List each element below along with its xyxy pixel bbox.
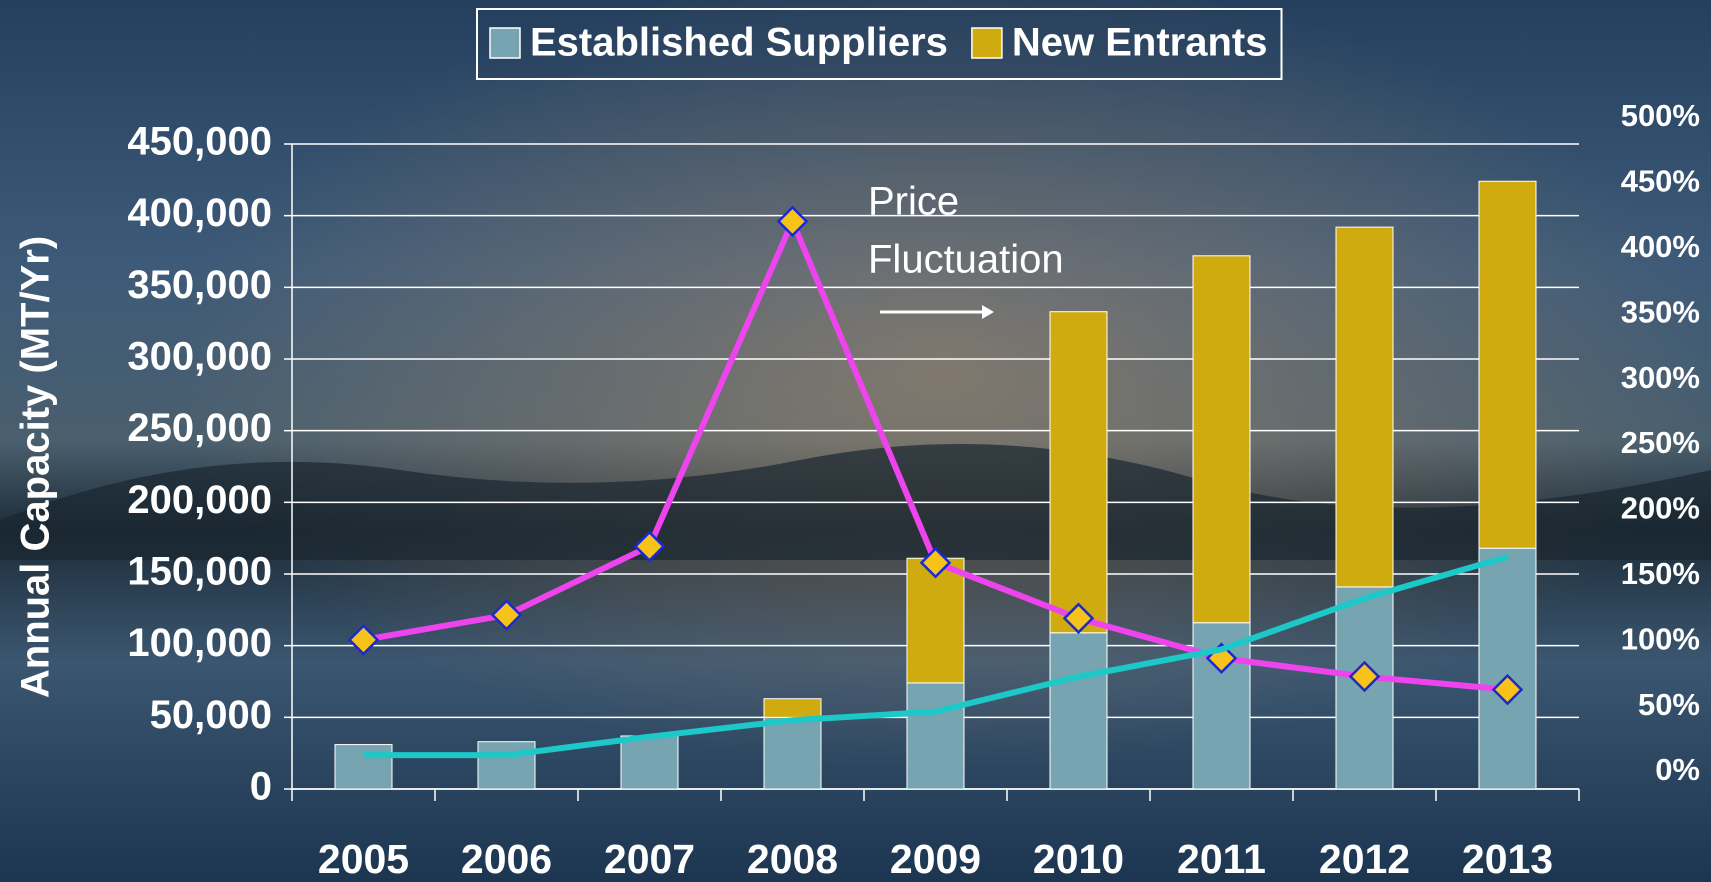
bar [334, 744, 393, 790]
bar [763, 716, 822, 790]
bar [1478, 180, 1537, 549]
y-tick-label: 0 [250, 765, 272, 809]
y-tick-label: 300,000 [127, 335, 272, 379]
marker [776, 205, 809, 238]
y2-tick-label: 500% [1621, 98, 1700, 133]
annotation-line: Fluctuation [868, 238, 1064, 282]
y2-tick-label: 0% [1655, 752, 1700, 787]
x-tick-label: 2007 [604, 836, 695, 882]
x-tick-label: 2009 [890, 836, 981, 882]
y2-tick-label: 350% [1621, 294, 1700, 329]
y2-tick-label: 200% [1621, 491, 1700, 526]
marker [1062, 602, 1095, 635]
y-tick-label: 150,000 [127, 550, 272, 594]
bar [763, 698, 822, 718]
y2-tick-label: 150% [1621, 556, 1700, 591]
legend-swatch [971, 27, 1003, 59]
legend: Established Suppliers New Entrants [476, 8, 1283, 80]
bar [906, 682, 965, 790]
bar [477, 741, 536, 790]
marker [633, 530, 666, 563]
bar [1049, 632, 1108, 790]
legend-box [476, 8, 1283, 80]
bar [906, 557, 965, 684]
marker [1491, 673, 1524, 706]
bar [1049, 311, 1108, 634]
y-tick-label: 350,000 [127, 263, 272, 307]
y2-tick-label: 400% [1621, 229, 1700, 264]
y-tick-label: 250,000 [127, 406, 272, 450]
legend-swatch [489, 27, 521, 59]
y-tick-label: 450,000 [127, 120, 272, 164]
bar [1478, 547, 1537, 790]
y2-tick-label: 300% [1621, 360, 1700, 395]
x-tick-label: 2011 [1177, 836, 1266, 882]
bar [1192, 255, 1251, 624]
y2-tick-label: 250% [1621, 425, 1700, 460]
line [363, 553, 1509, 759]
x-tick-label: 2013 [1462, 836, 1553, 882]
y-axis-title: Annual Capacity (MT/Yr) [14, 236, 58, 698]
marker [347, 624, 380, 656]
legend-label: Established Suppliers [530, 21, 948, 65]
annotation-line: Price [868, 180, 959, 224]
y-tick-label: 400,000 [127, 191, 272, 235]
x-tick-label: 2008 [747, 836, 838, 882]
bar [1335, 226, 1394, 588]
marker [1348, 660, 1381, 693]
marker [919, 546, 952, 579]
y2-tick-label: 100% [1621, 621, 1700, 656]
y2-tick-label: 50% [1638, 687, 1700, 722]
x-tick-label: 2006 [461, 836, 552, 882]
bar [620, 735, 679, 790]
x-tick-label: 2010 [1033, 836, 1124, 882]
legend-label: New Entrants [1012, 21, 1268, 65]
y-tick-label: 100,000 [127, 621, 272, 665]
x-tick-label: 2005 [318, 836, 409, 882]
y2-tick-label: 450% [1621, 164, 1700, 199]
y-tick-label: 50,000 [150, 693, 272, 737]
annotation-arrowhead [982, 305, 994, 319]
y-tick-label: 200,000 [127, 478, 272, 522]
x-tick-label: 2012 [1319, 836, 1410, 882]
marker [490, 599, 523, 631]
